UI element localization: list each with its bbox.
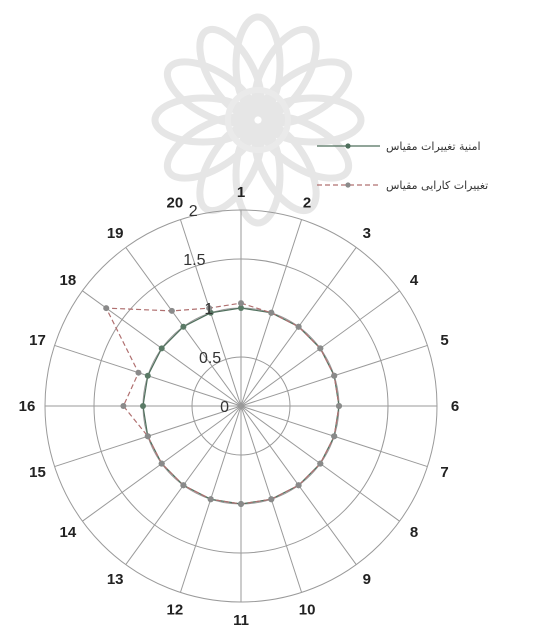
series-1-point-1: [238, 305, 244, 311]
category-label-16: 16: [19, 398, 36, 415]
series-2-point-8: [317, 460, 324, 467]
legend-label-series-1: امنیة تغییرات مقیاس: [386, 140, 481, 153]
category-label-1: 1: [237, 184, 245, 201]
radial-tick-labels: 0 0.5 1 1.5 2: [183, 203, 229, 416]
category-label-20: 20: [167, 195, 184, 212]
series-2-point-12: [207, 496, 214, 503]
series-1-point-18: [158, 345, 165, 352]
legend-label-series-2: تغییرات کارایی مقیاس: [386, 179, 488, 192]
category-label-3: 3: [363, 225, 371, 242]
series-2-point-18: [103, 305, 110, 312]
category-label-18: 18: [60, 272, 77, 289]
series-2-point-9: [295, 482, 302, 489]
category-label-19: 19: [107, 225, 124, 242]
legend: امنیة تغییرات مقیاس تغییرات کارایی مقیاس: [317, 140, 488, 192]
category-label-8: 8: [410, 524, 418, 541]
radial-tick-label: 0.5: [199, 350, 221, 367]
watermark-petal: [259, 58, 353, 127]
radial-tick-label: 1.5: [183, 252, 205, 269]
series-1-point-19: [180, 323, 187, 330]
category-label-13: 13: [107, 571, 124, 588]
category-label-5: 5: [440, 332, 448, 349]
series-2-point-19: [168, 307, 175, 314]
series-2-point-5: [331, 372, 338, 379]
category-label-12: 12: [167, 602, 184, 619]
series-2-point-6: [336, 403, 342, 409]
series-1-point-16: [140, 403, 146, 409]
series-layer: [103, 300, 342, 507]
series-2-point-11: [238, 501, 244, 507]
category-label-6: 6: [451, 398, 459, 415]
category-label-14: 14: [60, 524, 77, 541]
category-label-11: 11: [233, 612, 249, 629]
category-label-10: 10: [299, 602, 316, 619]
series-2-point-1: [238, 300, 244, 307]
series-2-point-3: [295, 323, 302, 330]
watermark-core: [225, 87, 291, 153]
category-label-9: 9: [363, 571, 371, 588]
series-1-point-17: [144, 372, 151, 379]
series-2-point-2: [268, 309, 275, 316]
series-2-point-10: [268, 496, 275, 503]
watermark-logo: [151, 13, 365, 227]
category-label-15: 15: [29, 464, 46, 481]
series-2-point-7: [331, 433, 338, 440]
series-2-point-4: [317, 345, 324, 352]
category-label-2: 2: [303, 195, 311, 212]
legend-marker-series-1: [345, 143, 351, 149]
series-2-point-20: [206, 305, 213, 312]
radial-tick-label: 1: [204, 301, 213, 318]
legend-marker-series-2: [345, 182, 351, 188]
series-2-point-15: [144, 433, 151, 440]
radial-tick-label: 2: [189, 203, 198, 220]
series-2-point-13: [180, 482, 187, 489]
series-2-point-17: [135, 369, 142, 376]
radial-tick-label: 0: [220, 399, 229, 416]
series-2-point-16: [120, 403, 127, 409]
series-2-point-14: [158, 460, 165, 467]
radar-spokes: [45, 210, 437, 602]
category-label-4: 4: [410, 272, 419, 289]
series-1-point-20: [207, 309, 214, 316]
category-label-7: 7: [440, 464, 448, 481]
category-label-17: 17: [29, 332, 46, 349]
